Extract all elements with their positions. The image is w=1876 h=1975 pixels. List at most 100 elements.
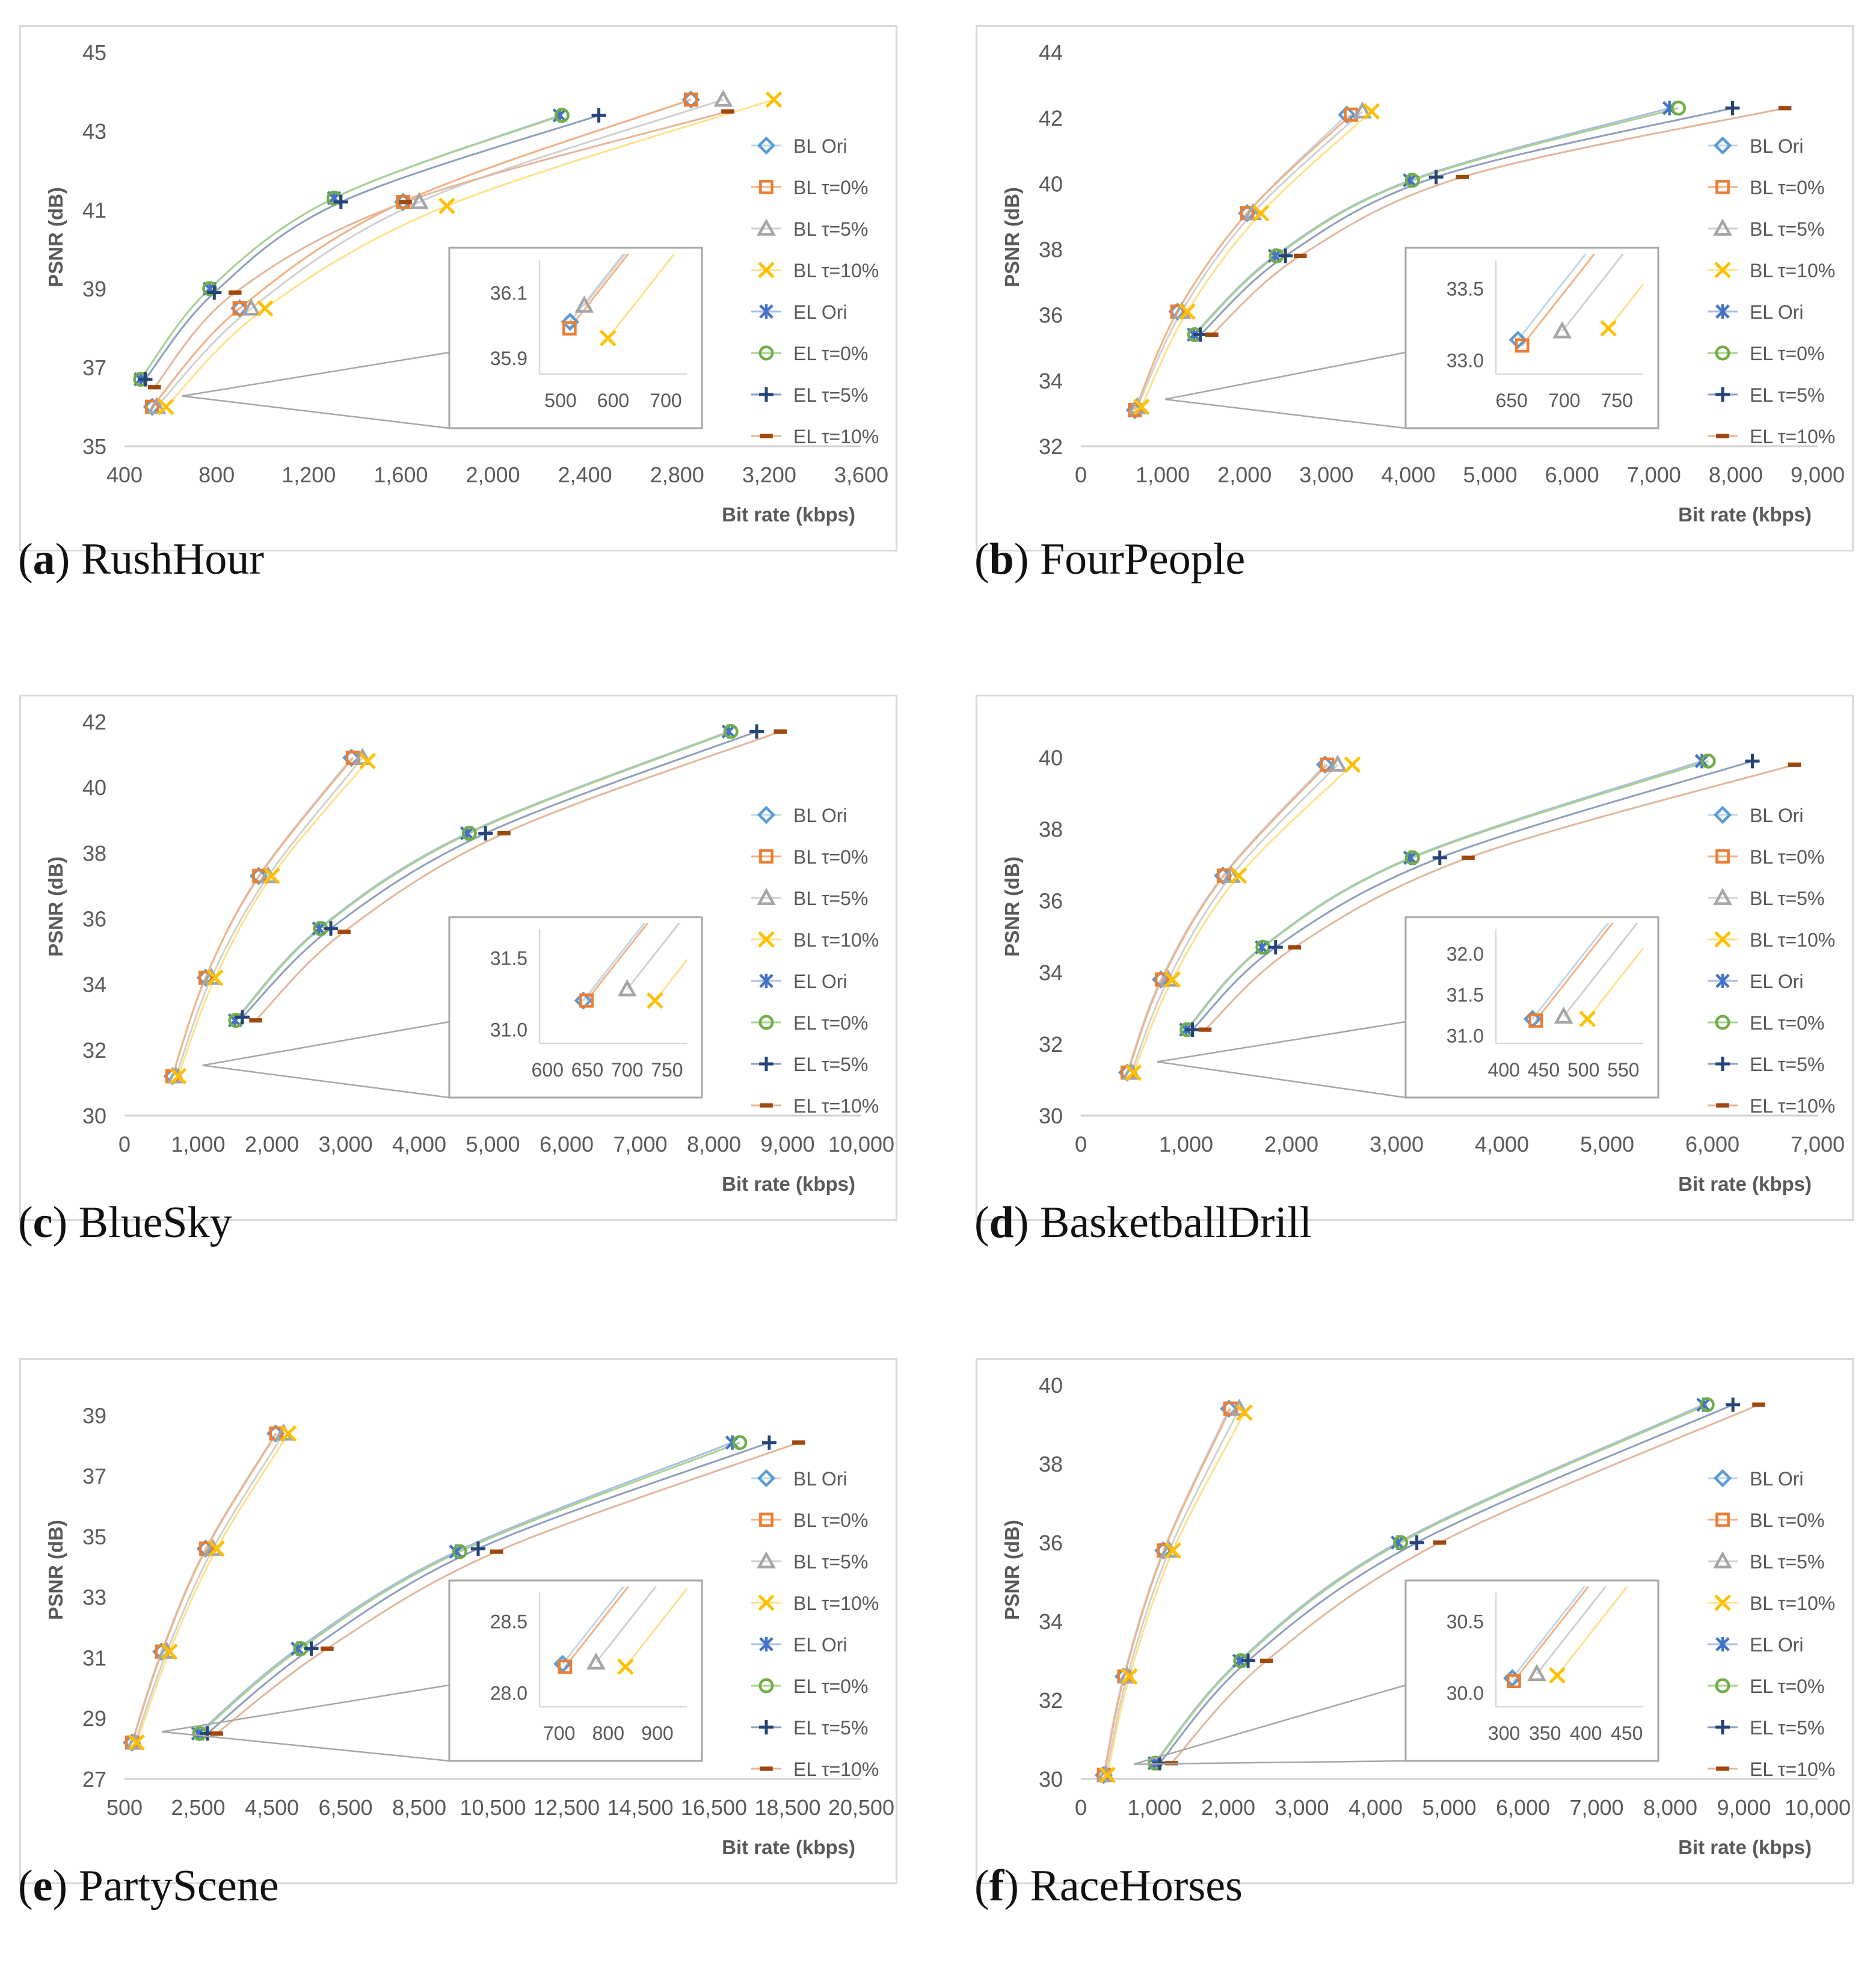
inset-y-tick-label: 33.5 — [1447, 278, 1484, 300]
data-point — [241, 298, 261, 316]
y-tick-label: 34 — [1039, 369, 1063, 393]
y-tick-label: 33 — [82, 1585, 106, 1610]
data-point — [713, 89, 733, 107]
zoom-callout — [1164, 351, 1406, 429]
data-point — [1338, 105, 1356, 124]
legend-item: EL τ=5% — [1708, 1717, 1824, 1739]
y-tick-label: 37 — [82, 1464, 106, 1488]
legend-label: EL Ori — [1750, 1634, 1804, 1656]
inset-y-tick-label: 31.0 — [490, 1019, 527, 1040]
data-point — [554, 108, 570, 123]
data-point — [792, 1440, 805, 1445]
data-point — [147, 385, 161, 390]
legend-label: EL Ori — [793, 301, 847, 323]
series-line — [1106, 1412, 1246, 1775]
legend-label: EL τ=0% — [1750, 1012, 1824, 1034]
data-point — [1259, 1658, 1273, 1663]
inset-data-point — [1600, 320, 1617, 337]
legend-marker — [1713, 136, 1732, 155]
legend-label: EL Ori — [793, 971, 847, 992]
legend-label: EL τ=10% — [793, 1095, 879, 1117]
inset-data-point — [574, 295, 594, 313]
inset-y-tick-label: 31.5 — [490, 948, 527, 969]
x-tick-label: 1,200 — [281, 462, 336, 487]
x-axis-title: Bit rate (kbps) — [1678, 503, 1812, 526]
caption-letter: b — [989, 535, 1014, 584]
legend-label: BL τ=10% — [793, 929, 879, 951]
legend-item: EL τ=0% — [1708, 343, 1824, 364]
legend-marker — [1714, 1594, 1731, 1611]
data-point — [263, 867, 280, 885]
legend-marker — [757, 888, 776, 905]
legend-item: EL τ=0% — [1708, 1676, 1824, 1697]
legend-label: EL τ=5% — [1750, 1717, 1824, 1739]
data-point — [1432, 850, 1447, 865]
series-line — [1204, 764, 1795, 1031]
x-tick-label: 2,000 — [1201, 1795, 1255, 1820]
inset-series-line — [607, 254, 676, 339]
series-line — [135, 1433, 289, 1743]
x-tick-label: 2,800 — [650, 462, 704, 487]
inset-series-line — [1536, 1586, 1607, 1675]
x-tick-label: 4,000 — [1475, 1132, 1529, 1156]
legend-item: EL τ=5% — [751, 384, 868, 406]
data-point — [235, 1010, 250, 1025]
inset-data-point — [562, 321, 577, 336]
inset-y-tick-label: 36.1 — [490, 282, 527, 304]
inset-y-tick-label: 32.0 — [1447, 944, 1484, 965]
legend-item: BL Ori — [751, 135, 847, 157]
y-tick-label: 30 — [82, 1104, 106, 1128]
legend-item: BL τ=5% — [751, 888, 868, 909]
x-tick-label: 0 — [118, 1132, 131, 1156]
data-point — [1164, 971, 1181, 988]
series-line — [241, 730, 757, 1018]
data-point — [683, 92, 698, 107]
x-tick-label: 12,500 — [534, 1795, 600, 1820]
legend-marker — [1714, 931, 1731, 948]
legend-label: EL τ=5% — [793, 1717, 868, 1739]
legend-label: EL Ori — [1750, 301, 1804, 323]
zoom-callout — [182, 351, 450, 429]
caption-name: BasketballDrill — [1039, 1198, 1312, 1247]
data-point — [478, 826, 493, 841]
series-line — [153, 110, 728, 388]
data-point — [749, 724, 764, 739]
y-tick-label: 36 — [82, 907, 106, 932]
inset-data-point — [599, 330, 617, 347]
data-point — [497, 831, 511, 836]
legend-item: BL τ=0% — [1708, 177, 1824, 198]
series-line — [216, 1442, 799, 1734]
legend-label: EL τ=0% — [793, 343, 868, 364]
y-tick-label: 32 — [1039, 1688, 1063, 1713]
x-tick-label: 2,000 — [1264, 1132, 1318, 1156]
y-axis-title: PSNR (dB) — [1001, 187, 1023, 287]
series-line — [140, 114, 562, 380]
data-point — [232, 301, 247, 316]
legend-label: EL τ=0% — [1750, 343, 1824, 364]
zoom-inset: 30.0 30.5 300 350 400 450 — [1404, 1579, 1659, 1762]
zoom-callout — [162, 1684, 450, 1762]
inset-x-tick-label: 600 — [532, 1059, 564, 1081]
legend-item: EL τ=10% — [751, 1758, 879, 1780]
inset-data-point — [1552, 321, 1572, 339]
legend-label: BL τ=0% — [1750, 1510, 1824, 1531]
legend-item: BL τ=10% — [1708, 1593, 1835, 1614]
x-tick-label: 1,600 — [374, 462, 428, 487]
series-line — [1127, 764, 1328, 1074]
legend-item: EL Ori — [1708, 301, 1804, 323]
legend-label: EL τ=0% — [793, 1676, 868, 1697]
legend-label: BL τ=5% — [793, 218, 868, 240]
y-tick-label: 43 — [82, 119, 106, 144]
data-point — [1164, 1542, 1181, 1559]
legend-item: EL Ori — [751, 1634, 847, 1656]
caption-name: RaceHorses — [1030, 1861, 1243, 1911]
x-tick-label: 3,200 — [742, 462, 796, 487]
y-tick-label: 38 — [1039, 1452, 1063, 1476]
x-tick-label: 6,000 — [540, 1132, 594, 1156]
legend-marker — [757, 136, 776, 155]
data-point — [206, 969, 224, 986]
data-point — [1229, 1398, 1249, 1416]
series-line — [1134, 114, 1352, 411]
y-axis-title: PSNR (dB) — [1001, 1520, 1023, 1620]
data-point — [352, 748, 372, 765]
